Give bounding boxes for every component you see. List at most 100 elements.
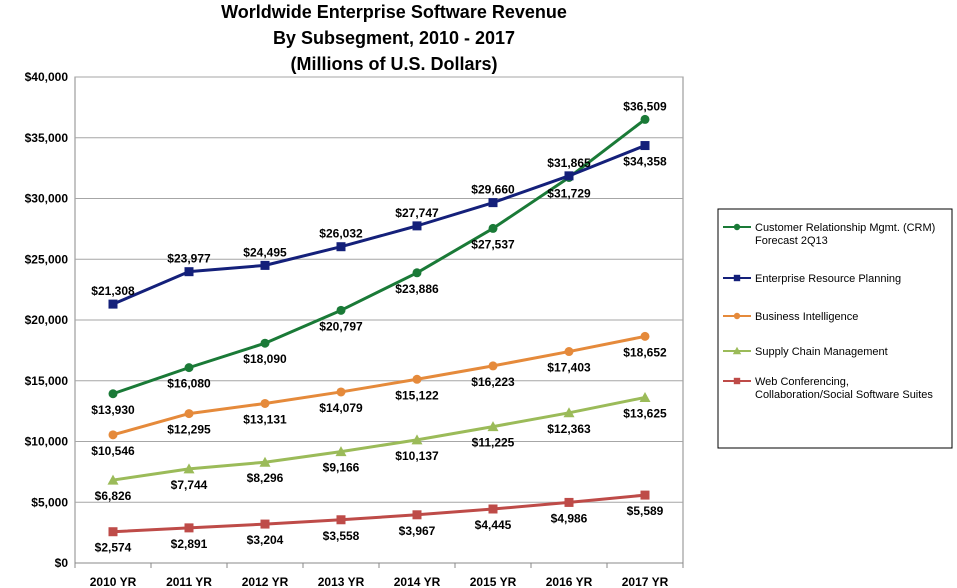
data-label: $24,495 [243,245,287,259]
data-point [260,260,270,270]
data-point [336,242,346,252]
data-label: $4,986 [551,511,588,525]
data-point [564,171,574,181]
series-2 [108,141,650,309]
legend-label: Web Conferencing, [755,376,849,388]
data-label: $29,660 [471,183,515,197]
data-label: $2,574 [95,541,132,555]
data-label: $17,403 [547,361,591,375]
data-label: $8,296 [247,471,284,485]
data-point [260,338,270,348]
data-label: $23,886 [395,282,439,296]
chart-title-line-2: By Subsegment, 2010 - 2017 [273,28,515,48]
data-label: $31,865 [547,156,591,170]
data-label: $3,967 [399,524,436,538]
data-point [732,346,742,355]
data-point [733,274,741,282]
data-label: $36,509 [623,99,667,113]
data-label: $3,558 [323,529,360,543]
data-point [259,456,271,467]
data-point [108,527,118,537]
legend-label: Business Intelligence [755,311,858,323]
data-point [184,267,194,277]
x-axis-tick-labels: 2010 YR 2011 YR 2012 YR 2013 YR 2014 YR 2015 … [74,563,684,588]
data-point [564,347,574,357]
data-label: $26,032 [319,227,363,241]
x-tick-label: 2011 YR [166,575,212,588]
data-point [336,515,346,525]
data-label: $9,166 [323,461,360,475]
data-label: $15,122 [395,388,439,402]
data-point [640,114,650,124]
series-line [112,395,646,482]
y-tick-label: $10,000 [25,435,69,449]
data-label: $10,137 [395,449,439,463]
data-point [639,391,651,402]
series-4 [107,391,651,485]
legend-label: Collaboration/Social Software Suites [755,389,933,401]
data-point [564,497,574,507]
legend-entry: Web Conferencing,Collaboration/Social So… [723,376,933,401]
data-point [488,504,498,514]
data-label: $5,589 [627,504,664,518]
y-tick-label: $30,000 [25,192,69,206]
data-label: $12,295 [167,423,211,437]
data-label: $6,826 [95,489,132,503]
data-label: $23,977 [167,252,211,266]
legend-box [717,208,953,449]
data-label: $34,358 [623,155,667,169]
data-point [412,268,422,278]
data-point [108,299,118,309]
x-tick-label: 2015 YR [470,575,517,588]
y-tick-label: $20,000 [25,313,69,327]
data-point [487,421,499,432]
y-tick-label: $0 [55,556,69,570]
data-label: $12,363 [547,422,591,436]
data-label: $10,546 [91,444,135,458]
data-point [640,141,650,151]
data-point [336,387,346,397]
chart-title-line-1: Worldwide Enterprise Software Revenue [221,2,567,22]
legend: Customer Relationship Mgmt. (CRM)Forecas… [717,208,953,449]
x-tick-label: 2017 YR [622,575,669,588]
data-point [412,221,422,231]
data-label: $4,445 [475,518,512,532]
data-label: $7,744 [171,478,208,492]
data-point [412,374,422,384]
series-line [112,144,646,306]
data-label: $21,308 [91,284,135,298]
data-point [335,446,347,457]
legend-label: Supply Chain Management [755,346,888,358]
data-label: $2,891 [171,537,208,551]
data-point [733,223,741,231]
data-point [108,389,118,399]
x-tick-label: 2012 YR [242,575,289,588]
y-tick-label: $35,000 [25,131,69,145]
data-label: $13,930 [91,403,135,417]
data-point [488,198,498,208]
data-label: $27,747 [395,206,439,220]
data-label: $3,204 [247,533,284,547]
y-tick-label: $5,000 [31,495,68,509]
series-line [112,334,646,437]
chart-title-line-3: (Millions of U.S. Dollars) [290,54,497,74]
legend-label: Forecast 2Q13 [755,235,828,247]
data-label: $16,223 [471,375,515,389]
data-point [640,331,650,341]
series-line [112,118,646,396]
legend-label: Enterprise Resource Planning [755,273,901,285]
y-tick-label: $40,000 [25,70,69,84]
data-label: $13,131 [243,412,287,426]
data-point [488,361,498,371]
data-label: $13,625 [623,406,667,420]
data-point [336,305,346,315]
data-label: $18,652 [623,345,667,359]
legend-entry: Supply Chain Management [723,346,888,358]
x-tick-label: 2013 YR [318,575,365,588]
data-point [412,510,422,520]
data-point [488,223,498,233]
series-5 [108,490,650,537]
x-tick-label: 2016 YR [546,575,593,588]
series-line [112,493,646,534]
x-tick-label: 2014 YR [394,575,441,588]
